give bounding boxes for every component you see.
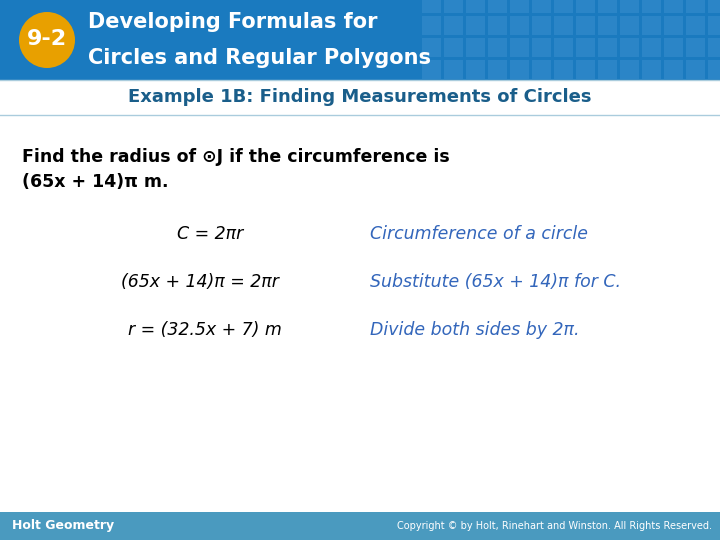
Bar <box>421 0 441 12</box>
Bar <box>510 16 528 35</box>
Bar <box>466 37 485 57</box>
Bar <box>487 37 506 57</box>
Bar <box>575 0 595 12</box>
Text: Holt Geometry: Holt Geometry <box>12 519 114 532</box>
Bar <box>619 16 639 35</box>
Bar <box>708 59 720 78</box>
Text: Find the radius of ⊙J if the circumference is: Find the radius of ⊙J if the circumferen… <box>22 148 450 166</box>
Bar <box>0 0 720 80</box>
Bar <box>664 0 683 12</box>
Text: Circles and Regular Polygons: Circles and Regular Polygons <box>88 48 431 68</box>
Text: Developing Formulas for: Developing Formulas for <box>88 12 377 32</box>
Bar <box>642 37 660 57</box>
Bar <box>510 0 528 12</box>
Bar <box>685 37 704 57</box>
Bar <box>575 37 595 57</box>
Text: r = (32.5x + 7) m: r = (32.5x + 7) m <box>128 321 282 339</box>
Bar <box>444 59 462 78</box>
Bar <box>421 37 441 57</box>
Bar <box>444 0 462 12</box>
Bar <box>510 59 528 78</box>
Bar <box>421 59 441 78</box>
Text: (65x + 14)π m.: (65x + 14)π m. <box>22 173 168 191</box>
Bar <box>554 16 572 35</box>
Bar <box>554 0 572 12</box>
Text: Divide both sides by 2π.: Divide both sides by 2π. <box>370 321 580 339</box>
Bar <box>642 0 660 12</box>
Bar <box>510 37 528 57</box>
Bar <box>642 16 660 35</box>
Bar <box>598 37 616 57</box>
Bar <box>444 16 462 35</box>
Bar <box>664 16 683 35</box>
Bar <box>466 59 485 78</box>
Bar <box>531 0 551 12</box>
Bar <box>531 37 551 57</box>
Bar <box>685 59 704 78</box>
Bar <box>466 0 485 12</box>
Text: Substitute (65x + 14)π for C.: Substitute (65x + 14)π for C. <box>370 273 621 291</box>
Bar <box>487 59 506 78</box>
Text: Circumference of a circle: Circumference of a circle <box>370 225 588 243</box>
Bar <box>598 0 616 12</box>
Bar <box>664 37 683 57</box>
Bar <box>598 16 616 35</box>
Bar <box>575 16 595 35</box>
Bar <box>685 16 704 35</box>
Bar <box>0 512 720 540</box>
Bar <box>444 37 462 57</box>
Bar <box>619 0 639 12</box>
Bar <box>708 37 720 57</box>
Bar <box>708 16 720 35</box>
Text: Example 1B: Finding Measurements of Circles: Example 1B: Finding Measurements of Circ… <box>128 89 592 106</box>
Bar <box>619 37 639 57</box>
Bar <box>685 0 704 12</box>
Bar <box>708 0 720 12</box>
Bar <box>421 16 441 35</box>
Bar <box>487 0 506 12</box>
Text: C = 2πr: C = 2πr <box>177 225 243 243</box>
Bar <box>664 59 683 78</box>
Bar <box>554 37 572 57</box>
Circle shape <box>19 12 75 68</box>
Bar <box>575 59 595 78</box>
Text: 9-2: 9-2 <box>27 29 67 49</box>
Bar <box>554 59 572 78</box>
Text: Copyright © by Holt, Rinehart and Winston. All Rights Reserved.: Copyright © by Holt, Rinehart and Winsto… <box>397 521 712 531</box>
Bar <box>642 59 660 78</box>
Bar <box>619 59 639 78</box>
Text: (65x + 14)π = 2πr: (65x + 14)π = 2πr <box>121 273 279 291</box>
Bar <box>531 16 551 35</box>
Bar <box>598 59 616 78</box>
Bar <box>531 59 551 78</box>
Bar <box>466 16 485 35</box>
Bar <box>487 16 506 35</box>
Bar <box>0 80 720 115</box>
